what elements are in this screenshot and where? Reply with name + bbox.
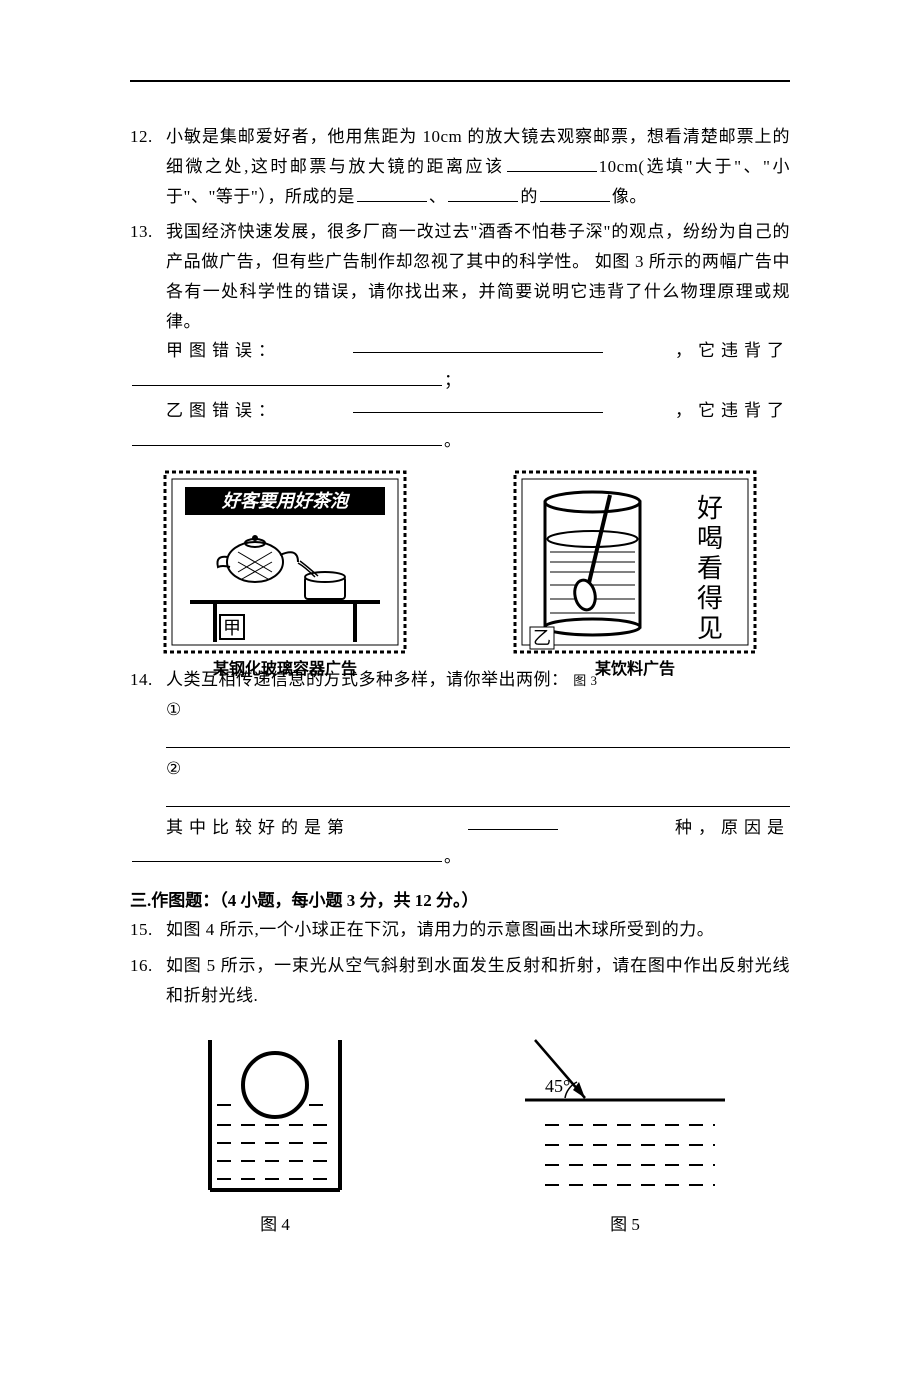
q12-blank-1[interactable] [507, 155, 597, 172]
fig5-label: 图 5 [610, 1210, 640, 1235]
question-13: 13. 我国经济快速发展，很多厂商一改过去"酒香不怕巷子深"的观点，纷纷为自己的… [130, 217, 790, 455]
fig5-angle: 45° [545, 1076, 570, 1096]
q14-period: 。 [444, 847, 462, 866]
q14-blank1[interactable] [166, 731, 790, 748]
question-15: 15. 如图 4 所示,一个小球正在下沉，请用力的示意图画出木球所受到的力。 [130, 915, 790, 945]
q12-number: 12. [130, 122, 166, 211]
question-14: 14. 人类互相传递信息的方式多种多样，请你举出两例： 图 3 ① ② 其中比较… [130, 665, 790, 872]
figure-4: 图 4 [185, 1030, 365, 1235]
yi-char: 乙 [533, 628, 551, 648]
q14-blank4[interactable] [132, 845, 442, 862]
figure-5: 45° 图 5 [515, 1030, 735, 1235]
svg-text:得: 得 [697, 584, 723, 613]
q13-jia-line: 甲图错误： ，它违背了 [166, 336, 790, 366]
exam-page: 12. 小敏是集邮爱好者，他用焦距为 10cm 的放大镜去观察邮票，想看清楚邮票… [0, 0, 920, 1295]
svg-text:好: 好 [697, 494, 723, 523]
question-16: 16. 如图 5 所示，一束光从空气斜射到水面发生反射和折射，请在图中作出反射光… [130, 951, 790, 1011]
q12-blank-3[interactable] [448, 185, 518, 202]
fig3-jia-caption: 某钢化玻璃容器广告 [160, 655, 410, 679]
q14-opt1: ① [166, 695, 790, 725]
fig4-svg [185, 1030, 365, 1200]
q13-number: 13. [130, 217, 166, 336]
fig3-yi-svg: 好 喝 看 得 见 乙 [510, 467, 760, 657]
q13-yi-blank2[interactable] [132, 429, 442, 446]
q14-opt2: ② [166, 754, 790, 784]
fig3-yi: 好 喝 看 得 见 乙 某饮料广告 [510, 467, 760, 679]
q13-jia-blank[interactable] [353, 336, 603, 353]
fig3-jia-svg: 好客要用好茶泡 [160, 467, 410, 657]
q16-number: 16. [130, 951, 166, 1011]
fig4-label: 图 4 [260, 1210, 290, 1235]
fig5-svg: 45° [515, 1030, 735, 1200]
q12-text-3: 、 [429, 187, 447, 206]
fig3-jia: 好客要用好茶泡 [160, 467, 410, 679]
q13-yi-violate: ，它违背了 [675, 396, 790, 426]
q12-blank-2[interactable] [357, 185, 427, 202]
q13-yi-label: 乙图错误： [166, 396, 281, 426]
q14-blank2[interactable] [166, 790, 790, 807]
q13-yi-blank[interactable] [353, 396, 603, 413]
q13-semi: ； [444, 371, 462, 390]
q12-text-4: 的 [520, 187, 538, 206]
svg-text:喝: 喝 [697, 524, 723, 553]
q13-jia-label: 甲图错误： [166, 336, 281, 366]
q15-number: 15. [130, 915, 166, 945]
svg-text:见: 见 [697, 614, 723, 643]
figure-45-row: 图 4 45° 图 5 [130, 1030, 790, 1235]
jia-banner-text: 好客要用好茶泡 [221, 491, 351, 511]
q14-compare-row: 其中比较好的是第 种，原因是 [166, 813, 790, 843]
q14-compare2: 种，原因是 [675, 813, 790, 843]
q12-blank-4[interactable] [540, 185, 610, 202]
q14-compare1: 其中比较好的是第 [166, 813, 350, 843]
q14-blank3[interactable] [468, 813, 558, 830]
figure-3-row: 好客要用好茶泡 [130, 467, 790, 679]
question-12: 12. 小敏是集邮爱好者，他用焦距为 10cm 的放大镜去观察邮票，想看清楚邮票… [130, 122, 790, 211]
section-3-title: 三.作图题：（4 小题，每小题 3 分，共 12 分。） [130, 886, 790, 911]
q13-intro: 我国经济快速发展，很多厂商一改过去"酒香不怕巷子深"的观点，纷纷为自己的产品做广… [166, 217, 790, 336]
q12-text-5: 像。 [612, 187, 647, 206]
q13-jia-blank2[interactable] [132, 369, 442, 386]
fig3-yi-caption: 某饮料广告 [510, 655, 760, 679]
q12-body: 小敏是集邮爱好者，他用焦距为 10cm 的放大镜去观察邮票，想看清楚邮票上的细微… [166, 122, 790, 211]
jia-char: 甲 [223, 618, 241, 638]
q13-period: 。 [444, 431, 462, 450]
svg-text:看: 看 [697, 554, 723, 583]
top-rule [130, 80, 790, 82]
q15-text: 如图 4 所示,一个小球正在下沉，请用力的示意图画出木球所受到的力。 [166, 915, 790, 945]
q13-jia-violate: ，它违背了 [675, 336, 790, 366]
q13-yi-line: 乙图错误： ，它违背了 [166, 396, 790, 426]
q16-text: 如图 5 所示，一束光从空气斜射到水面发生反射和折射，请在图中作出反射光线和折射… [166, 951, 790, 1011]
